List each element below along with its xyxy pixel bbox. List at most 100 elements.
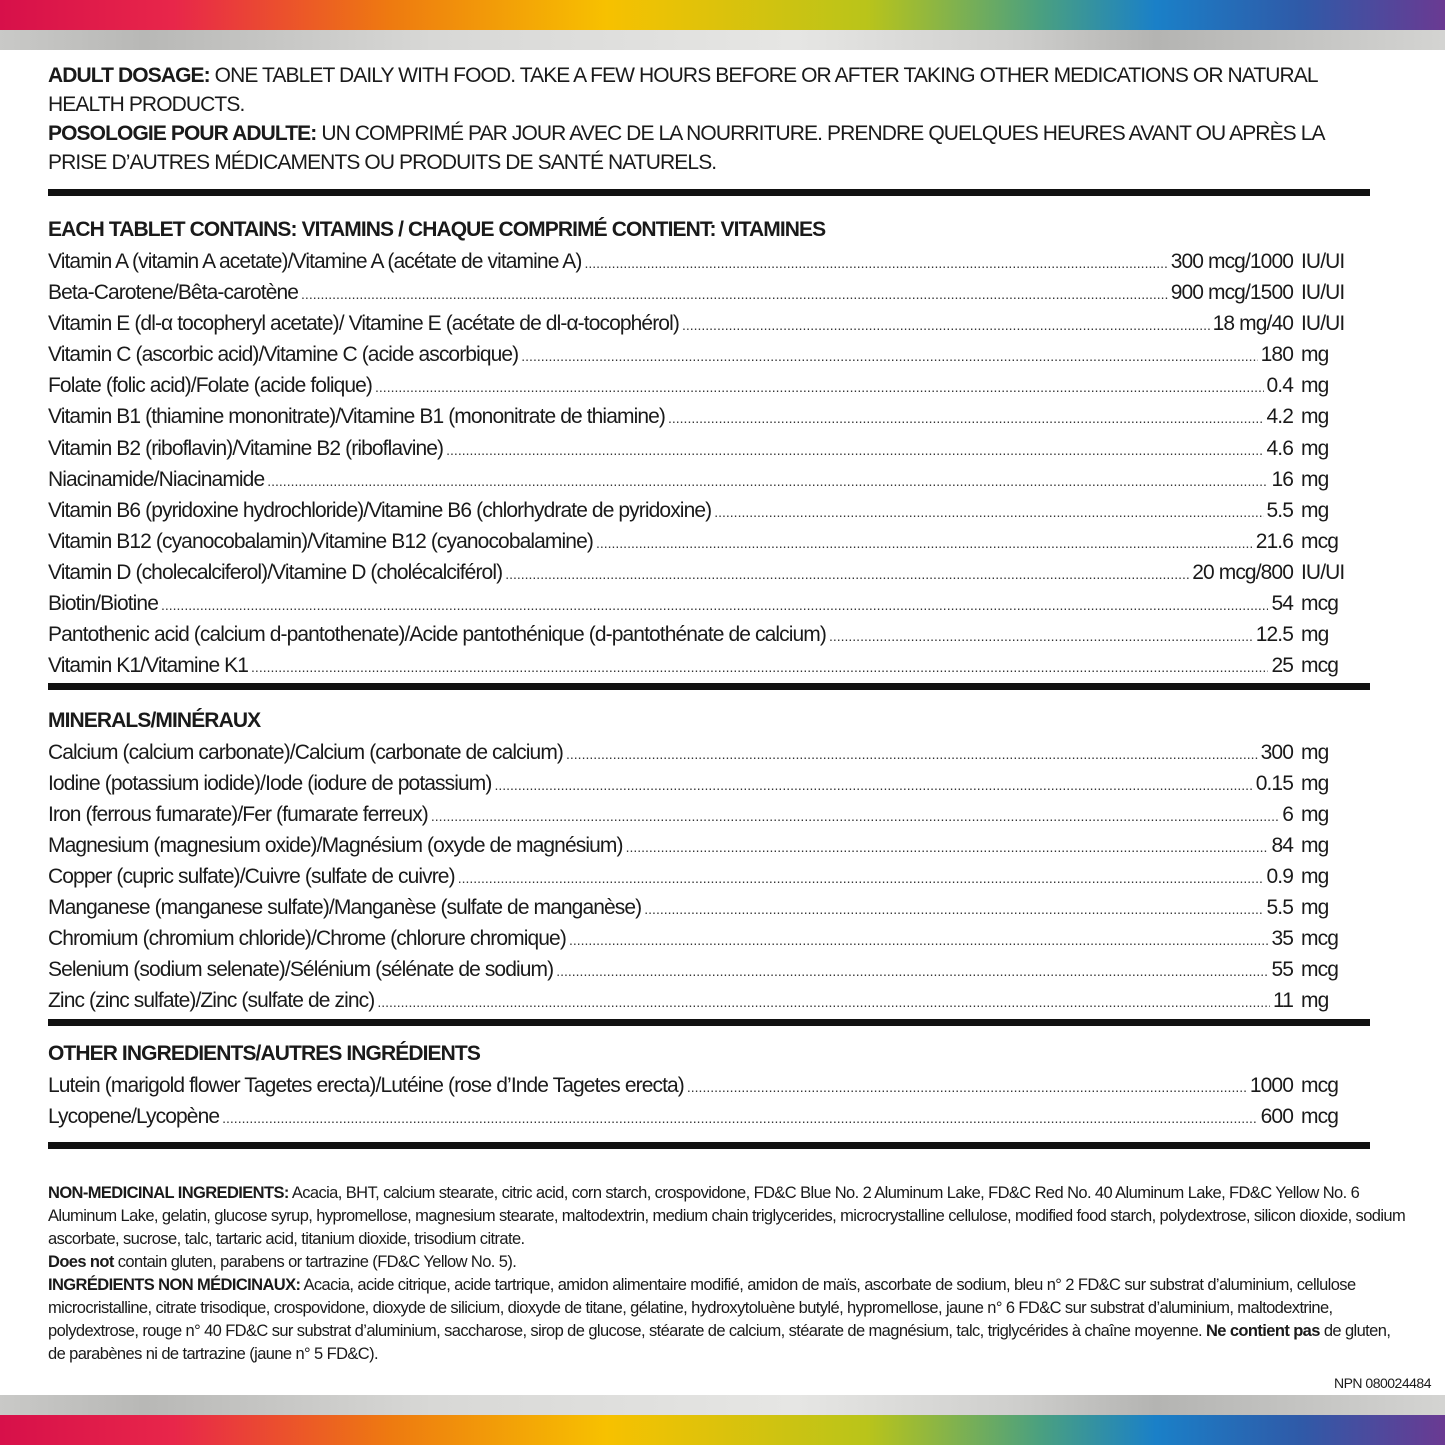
ingredient-row: Vitamin D (cholecalciferol)/Vitamine D (… bbox=[48, 558, 1353, 589]
ingredient-amount: 55 bbox=[1271, 958, 1293, 981]
ingredient-unit: mg bbox=[1301, 405, 1329, 429]
ingredient-amount: 25 bbox=[1271, 654, 1293, 678]
nonmedicinal-block: NON-MEDICINAL INGREDIENTS: Acacia, BHT, … bbox=[48, 1182, 1408, 1366]
ingredient-row: Vitamin A (vitamin A acetate)/Vitamine A… bbox=[48, 247, 1353, 278]
ingredient-name: Pantothenic acid (calcium d-pantothenate… bbox=[48, 623, 827, 647]
leader-dots bbox=[714, 497, 1263, 527]
ingredient-amount: 12.5 bbox=[1255, 623, 1294, 647]
ingredient-name: Vitamin C (ascorbic acid)/Vitamine C (ac… bbox=[48, 343, 519, 367]
ingredient-name: Chromium (chromium chloride)/Chrome (chl… bbox=[48, 927, 567, 950]
ingredient-row: Vitamin B12 (cyanocobalamin)/Vitamine B1… bbox=[48, 527, 1353, 558]
ingredient-unit: mg bbox=[1301, 623, 1329, 647]
ingredient-name: Vitamin E (dl-α tocopheryl acetate)/ Vit… bbox=[48, 312, 680, 336]
ingredient-unit: mcg bbox=[1301, 654, 1339, 678]
ingredient-unit: mcg bbox=[1301, 1074, 1339, 1097]
leader-dots bbox=[161, 590, 1268, 620]
ingredient-row: Pantothenic acid (calcium d-pantothenate… bbox=[48, 620, 1353, 651]
leader-dots bbox=[566, 740, 1258, 769]
ingredient-name: Magnesium (magnesium oxide)/Magnésium (o… bbox=[48, 834, 623, 857]
leader-dots bbox=[251, 652, 1268, 682]
leader-dots bbox=[301, 279, 1168, 309]
leader-dots bbox=[668, 403, 1264, 433]
leader-dots bbox=[644, 895, 1263, 924]
ingredient-amount: 21.6 bbox=[1255, 529, 1294, 553]
leader-dots bbox=[569, 926, 1269, 955]
ingredient-amount: 0.15 bbox=[1255, 772, 1294, 795]
ingredient-unit: mg bbox=[1301, 803, 1329, 826]
ingredient-name: Vitamin D (cholecalciferol)/Vitamine D (… bbox=[48, 560, 503, 584]
ingredient-row: Chromium (chromium chloride)/Chrome (chl… bbox=[48, 924, 1353, 955]
minerals-heading: MINERALS/MINÉRAUX bbox=[48, 709, 261, 732]
other-heading: OTHER INGREDIENTS/AUTRES INGRÉDIENTS bbox=[48, 1042, 481, 1065]
ingredient-name: Zinc (zinc sulfate)/Zinc (sulfate de zin… bbox=[48, 989, 375, 1012]
ingredient-amount: 900 mcg/1500 bbox=[1170, 281, 1294, 305]
ingredient-row: Lycopene/Lycopène 600 mcg bbox=[48, 1102, 1353, 1133]
leader-dots bbox=[458, 864, 1264, 893]
ingredient-row: Vitamin B2 (riboflavin)/Vitamine B2 (rib… bbox=[48, 434, 1353, 465]
ingredient-unit: IU/UI bbox=[1301, 560, 1345, 584]
ingredient-row: Vitamin E (dl-α tocopheryl acetate)/ Vit… bbox=[48, 309, 1353, 340]
ingredient-row: Vitamin B1 (thiamine mononitrate)/Vitami… bbox=[48, 402, 1353, 433]
ingredient-name: Iron (ferrous fumarate)/Fer (fumarate fe… bbox=[48, 803, 429, 826]
ingredient-unit: IU/UI bbox=[1301, 281, 1345, 305]
ingredient-amount: 5.5 bbox=[1266, 896, 1294, 919]
ingredient-amount: 11 bbox=[1273, 989, 1294, 1012]
leader-dots bbox=[222, 1104, 1258, 1133]
dosage-block: ADULT DOSAGE: ONE TABLET DAILY WITH FOOD… bbox=[48, 61, 1348, 177]
ingredient-amount: 300 mcg/1000 bbox=[1170, 250, 1294, 273]
leader-dots bbox=[682, 310, 1210, 340]
ingredient-amount: 1000 bbox=[1249, 1074, 1294, 1097]
ingredient-row: Calcium (calcium carbonate)/Calcium (car… bbox=[48, 738, 1353, 769]
leader-dots bbox=[556, 957, 1268, 986]
leader-dots bbox=[494, 771, 1252, 800]
other-list: Lutein (marigold flower Tagetes erecta)/… bbox=[48, 1071, 1353, 1133]
ingredient-amount: 4.2 bbox=[1266, 405, 1294, 429]
ingredient-row: Magnesium (magnesium oxide)/Magnésium (o… bbox=[48, 831, 1353, 862]
ingredient-unit: mg bbox=[1301, 374, 1329, 398]
leader-dots bbox=[446, 435, 1263, 465]
ingredient-row: Niacinamide/Niacinamide 16 mg bbox=[48, 465, 1353, 496]
divider bbox=[48, 683, 1370, 690]
ingredient-amount: 35 bbox=[1271, 927, 1293, 950]
ingredient-name: Selenium (sodium selenate)/Sélénium (sél… bbox=[48, 958, 554, 981]
leader-dots bbox=[375, 372, 1263, 402]
ingredient-name: Lycopene/Lycopène bbox=[48, 1105, 220, 1128]
ingredient-name: Niacinamide/Niacinamide bbox=[48, 467, 265, 491]
leader-dots bbox=[687, 1073, 1247, 1102]
ingredient-amount: 54 bbox=[1271, 592, 1293, 616]
divider bbox=[48, 1019, 1370, 1026]
silver-band-top bbox=[0, 30, 1445, 50]
ingredient-unit: mg bbox=[1301, 467, 1329, 491]
leader-dots bbox=[521, 341, 1257, 371]
ingredient-unit: mg bbox=[1301, 436, 1329, 460]
leader-dots bbox=[829, 621, 1253, 651]
ingredient-row: Zinc (zinc sulfate)/Zinc (sulfate de zin… bbox=[48, 986, 1353, 1017]
ingredient-row: Vitamin B6 (pyridoxine hydrochloride)/Vi… bbox=[48, 496, 1353, 527]
ingredient-name: Calcium (calcium carbonate)/Calcium (car… bbox=[48, 741, 564, 764]
ingredient-amount: 16 bbox=[1271, 467, 1293, 491]
ingredient-name: Vitamin B1 (thiamine mononitrate)/Vitami… bbox=[48, 405, 666, 429]
leader-dots bbox=[431, 802, 1279, 831]
ingredient-unit: mcg bbox=[1301, 592, 1339, 616]
ingredient-amount: 4.6 bbox=[1266, 436, 1294, 460]
ingredient-name: Vitamin B2 (riboflavin)/Vitamine B2 (rib… bbox=[48, 436, 444, 460]
npn-number: NPN 080024484 bbox=[1333, 1375, 1432, 1391]
ingredient-name: Iodine (potassium iodide)/Iode (iodure d… bbox=[48, 772, 492, 795]
ingredient-name: Lutein (marigold flower Tagetes erecta)/… bbox=[48, 1074, 685, 1097]
rainbow-band-top bbox=[0, 0, 1445, 30]
leader-dots bbox=[267, 466, 1268, 496]
ingredient-name: Vitamin K1/Vitamine K1 bbox=[48, 654, 249, 678]
nonmedicinal-fr: INGRÉDIENTS NON MÉDICINAUX: Acacia, acid… bbox=[48, 1276, 1391, 1363]
ingredient-amount: 84 bbox=[1271, 834, 1293, 857]
ingredient-unit: mg bbox=[1301, 772, 1329, 795]
leader-dots bbox=[596, 528, 1253, 558]
ingredient-amount: 20 mcg/800 bbox=[1192, 560, 1294, 584]
nonmedicinal-en: NON-MEDICINAL INGREDIENTS: Acacia, BHT, … bbox=[48, 1184, 1406, 1248]
ingredient-amount: 18 mg/40 bbox=[1212, 312, 1294, 336]
divider bbox=[48, 1142, 1370, 1149]
ingredient-unit: mg bbox=[1301, 498, 1329, 522]
ingredient-row: Vitamin C (ascorbic acid)/Vitamine C (ac… bbox=[48, 340, 1353, 371]
free-from-en: Does not contain gluten, parabens or tar… bbox=[48, 1253, 517, 1271]
ingredient-amount: 300 bbox=[1260, 741, 1294, 764]
vitamins-list: Vitamin A (vitamin A acetate)/Vitamine A… bbox=[48, 247, 1353, 682]
